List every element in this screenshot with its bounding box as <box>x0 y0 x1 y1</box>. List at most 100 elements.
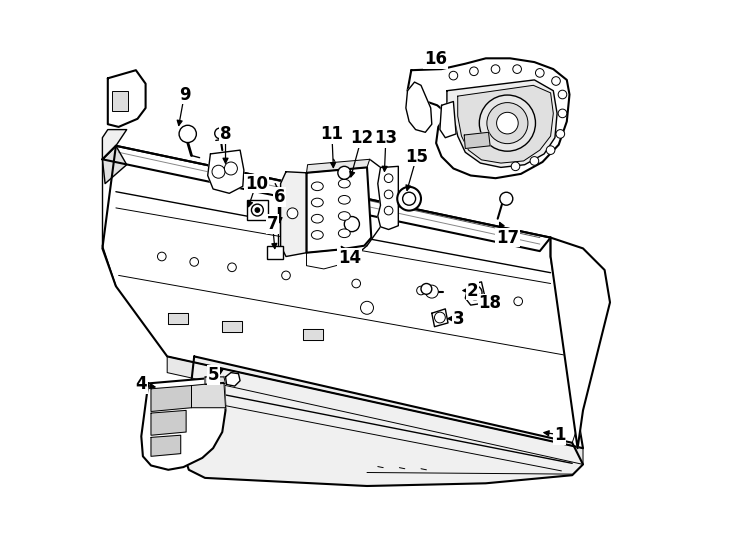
Ellipse shape <box>338 179 350 188</box>
Polygon shape <box>103 130 127 159</box>
Polygon shape <box>464 132 490 149</box>
Circle shape <box>385 206 393 215</box>
Text: 17: 17 <box>496 228 519 247</box>
Circle shape <box>385 174 393 183</box>
Bar <box>112 91 128 111</box>
Polygon shape <box>307 159 370 173</box>
Circle shape <box>338 166 351 179</box>
Polygon shape <box>168 313 188 324</box>
Text: 8: 8 <box>219 125 231 143</box>
Circle shape <box>546 146 555 154</box>
Text: 10: 10 <box>245 174 268 193</box>
Circle shape <box>190 258 198 266</box>
Text: 6: 6 <box>274 188 286 206</box>
Circle shape <box>500 192 513 205</box>
Circle shape <box>449 71 458 80</box>
Text: 13: 13 <box>374 129 398 147</box>
Polygon shape <box>303 329 323 340</box>
Circle shape <box>514 297 523 306</box>
Polygon shape <box>184 356 583 486</box>
Text: 12: 12 <box>350 129 373 147</box>
Circle shape <box>470 67 479 76</box>
Circle shape <box>435 312 446 323</box>
Polygon shape <box>205 377 225 384</box>
Circle shape <box>421 284 432 294</box>
Circle shape <box>228 263 236 272</box>
Polygon shape <box>108 70 145 127</box>
Polygon shape <box>440 102 456 138</box>
Polygon shape <box>141 377 225 470</box>
Circle shape <box>468 286 482 300</box>
Ellipse shape <box>338 212 350 220</box>
Circle shape <box>556 130 564 138</box>
Circle shape <box>470 293 479 301</box>
Polygon shape <box>103 146 127 184</box>
Polygon shape <box>307 249 340 269</box>
Text: 18: 18 <box>479 294 501 313</box>
Circle shape <box>558 90 567 99</box>
Polygon shape <box>167 356 583 464</box>
Ellipse shape <box>338 229 350 238</box>
Text: 14: 14 <box>338 249 361 267</box>
Polygon shape <box>550 238 610 448</box>
Circle shape <box>511 162 520 171</box>
Circle shape <box>385 190 393 199</box>
Circle shape <box>344 217 360 232</box>
Ellipse shape <box>311 231 323 239</box>
Circle shape <box>255 208 260 212</box>
Polygon shape <box>192 382 225 408</box>
Bar <box>247 200 268 220</box>
Text: 3: 3 <box>453 309 465 328</box>
Polygon shape <box>280 172 307 256</box>
Polygon shape <box>103 146 583 448</box>
Circle shape <box>282 271 291 280</box>
Circle shape <box>530 157 539 165</box>
Text: 4: 4 <box>136 375 147 394</box>
Polygon shape <box>406 82 432 132</box>
Text: 2: 2 <box>467 281 478 300</box>
Text: 7: 7 <box>266 215 278 233</box>
Ellipse shape <box>338 195 350 204</box>
Circle shape <box>472 290 478 295</box>
Circle shape <box>212 165 225 178</box>
Circle shape <box>287 208 298 219</box>
Circle shape <box>252 204 264 216</box>
Circle shape <box>513 65 521 73</box>
Circle shape <box>491 65 500 73</box>
Text: 16: 16 <box>424 50 447 69</box>
Circle shape <box>425 285 438 298</box>
Circle shape <box>479 95 536 151</box>
Polygon shape <box>222 321 241 332</box>
Text: 9: 9 <box>178 85 190 104</box>
Circle shape <box>352 279 360 288</box>
Circle shape <box>179 125 197 143</box>
Polygon shape <box>378 166 399 230</box>
Text: 11: 11 <box>321 125 344 143</box>
Circle shape <box>417 286 425 295</box>
Circle shape <box>225 162 237 175</box>
Circle shape <box>403 192 415 205</box>
Circle shape <box>397 187 421 211</box>
Polygon shape <box>151 386 192 411</box>
Circle shape <box>552 77 560 85</box>
Ellipse shape <box>311 214 323 223</box>
Polygon shape <box>447 80 557 167</box>
Text: 1: 1 <box>554 426 565 444</box>
Circle shape <box>536 69 544 77</box>
Ellipse shape <box>311 198 323 207</box>
Polygon shape <box>465 282 484 305</box>
Polygon shape <box>307 167 371 253</box>
Polygon shape <box>103 146 550 251</box>
Circle shape <box>487 103 528 144</box>
Circle shape <box>215 128 225 139</box>
Polygon shape <box>151 410 186 435</box>
Text: 5: 5 <box>207 366 219 384</box>
Circle shape <box>360 301 374 314</box>
Circle shape <box>158 252 166 261</box>
Polygon shape <box>432 309 448 327</box>
Ellipse shape <box>311 182 323 191</box>
Polygon shape <box>458 85 553 163</box>
Circle shape <box>558 109 567 118</box>
Polygon shape <box>225 373 240 386</box>
Polygon shape <box>407 58 570 178</box>
